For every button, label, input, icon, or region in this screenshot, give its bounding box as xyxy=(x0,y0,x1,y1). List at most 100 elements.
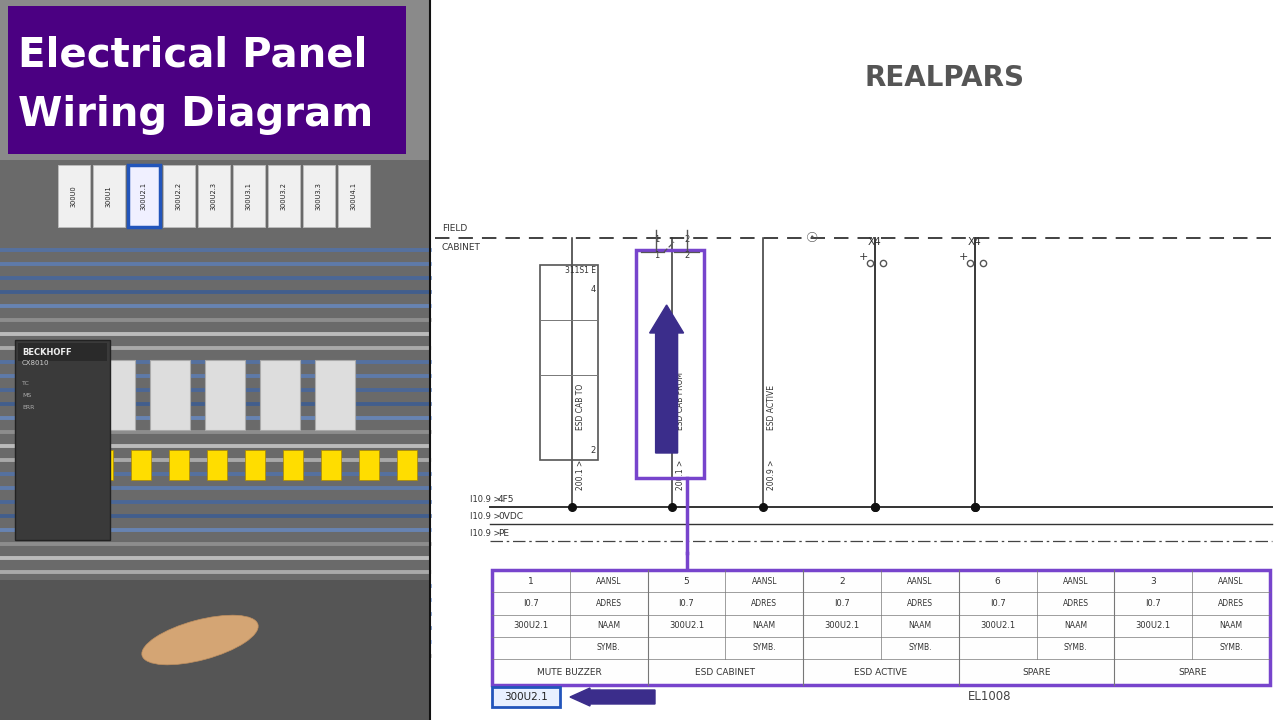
Bar xyxy=(163,165,195,227)
Text: FIELD: FIELD xyxy=(442,224,467,233)
Bar xyxy=(358,450,379,480)
Text: I10.9 >: I10.9 > xyxy=(470,512,500,521)
Bar xyxy=(283,450,303,480)
Ellipse shape xyxy=(142,615,259,665)
Text: ESD ACTIVE: ESD ACTIVE xyxy=(855,667,908,677)
Text: 5: 5 xyxy=(684,577,690,585)
Text: NAAM: NAAM xyxy=(1064,621,1087,630)
Text: CABINET: CABINET xyxy=(442,243,481,252)
Text: 1: 1 xyxy=(654,235,659,244)
Text: 2: 2 xyxy=(685,251,690,260)
Text: ☉: ☉ xyxy=(805,231,818,245)
Text: ESD CAB FROM: ESD CAB FROM xyxy=(676,372,685,430)
Text: Electrical Panel: Electrical Panel xyxy=(18,35,367,75)
Text: ADRES: ADRES xyxy=(595,599,622,608)
Text: 1: 1 xyxy=(529,577,534,585)
Bar xyxy=(636,250,704,478)
Bar xyxy=(15,340,110,540)
Text: AANSL: AANSL xyxy=(596,577,622,585)
Bar xyxy=(338,165,370,227)
Bar xyxy=(315,360,355,430)
Text: AANSL: AANSL xyxy=(1219,577,1244,585)
Text: SYMB.: SYMB. xyxy=(753,644,776,652)
Text: BECKHOFF: BECKHOFF xyxy=(22,348,72,356)
Bar xyxy=(150,360,189,430)
Text: SYMB.: SYMB. xyxy=(1064,644,1087,652)
Text: 300U1: 300U1 xyxy=(106,185,113,207)
Text: 300U3.1: 300U3.1 xyxy=(246,182,252,210)
Bar xyxy=(207,450,227,480)
Text: 200.9 >: 200.9 > xyxy=(767,459,776,490)
Bar xyxy=(430,0,1280,720)
Text: 300U2.1: 300U2.1 xyxy=(513,621,548,630)
Text: 3: 3 xyxy=(1151,577,1156,585)
Text: I10.9 >: I10.9 > xyxy=(470,529,500,538)
Text: SYMB.: SYMB. xyxy=(908,644,932,652)
Text: SPARE: SPARE xyxy=(1023,667,1051,677)
Text: 300U2.1: 300U2.1 xyxy=(980,621,1015,630)
Bar xyxy=(95,360,134,430)
Text: 300U2.3: 300U2.3 xyxy=(211,182,218,210)
Text: 2: 2 xyxy=(591,446,596,455)
Text: TC: TC xyxy=(22,380,29,385)
Text: 300U2.1: 300U2.1 xyxy=(669,621,704,630)
Text: ADRES: ADRES xyxy=(751,599,777,608)
Text: I0.7: I0.7 xyxy=(524,599,539,608)
Text: ADRES: ADRES xyxy=(1219,599,1244,608)
Text: NAAM: NAAM xyxy=(753,621,776,630)
Bar xyxy=(303,165,335,227)
Bar xyxy=(233,165,265,227)
Text: AANSL: AANSL xyxy=(908,577,933,585)
Text: X4: X4 xyxy=(868,237,882,247)
Text: 300U3.2: 300U3.2 xyxy=(282,182,287,210)
Text: NAAM: NAAM xyxy=(909,621,932,630)
Bar xyxy=(0,160,430,720)
Bar xyxy=(40,360,81,430)
Text: +: + xyxy=(859,252,868,262)
Text: ERR: ERR xyxy=(22,405,35,410)
Text: 300U0: 300U0 xyxy=(70,185,77,207)
Bar xyxy=(205,360,244,430)
Text: NAAM: NAAM xyxy=(1220,621,1243,630)
Text: ADRES: ADRES xyxy=(908,599,933,608)
Text: PE: PE xyxy=(498,529,509,538)
Text: 4F5: 4F5 xyxy=(498,495,515,504)
Text: I0.7: I0.7 xyxy=(835,599,850,608)
Text: 300U4.1: 300U4.1 xyxy=(351,182,357,210)
Bar xyxy=(128,165,160,227)
Bar xyxy=(58,165,90,227)
Text: 300U2.1: 300U2.1 xyxy=(504,692,548,702)
Text: Wiring Diagram: Wiring Diagram xyxy=(18,95,374,135)
Bar xyxy=(131,450,151,480)
Text: ESD ACTIVE: ESD ACTIVE xyxy=(767,385,776,430)
Text: 300U2.1: 300U2.1 xyxy=(1135,621,1171,630)
Bar xyxy=(397,450,417,480)
Bar xyxy=(492,687,561,707)
Text: 300U3.3: 300U3.3 xyxy=(316,182,323,210)
Text: 0VDC: 0VDC xyxy=(498,512,524,521)
Text: +: + xyxy=(959,252,968,262)
Text: 311S1 E: 311S1 E xyxy=(564,266,596,275)
Text: 300U2.1: 300U2.1 xyxy=(824,621,860,630)
Text: ESD CAB TO: ESD CAB TO xyxy=(576,384,585,430)
Text: SYMB.: SYMB. xyxy=(596,644,621,652)
FancyArrow shape xyxy=(570,688,655,706)
Text: AANSL: AANSL xyxy=(751,577,777,585)
FancyArrow shape xyxy=(649,305,684,453)
Bar xyxy=(260,360,300,430)
Bar xyxy=(18,343,108,361)
Bar xyxy=(0,0,430,720)
Text: MS: MS xyxy=(22,392,31,397)
Text: AANSL: AANSL xyxy=(1062,577,1088,585)
Bar xyxy=(0,580,430,720)
Text: ADRES: ADRES xyxy=(1062,599,1088,608)
Bar xyxy=(244,450,265,480)
Bar xyxy=(93,450,113,480)
Text: X4: X4 xyxy=(968,237,982,247)
Text: SYMB.: SYMB. xyxy=(1220,644,1243,652)
Text: SPARE: SPARE xyxy=(1178,667,1207,677)
Bar xyxy=(8,6,406,154)
Text: CX8010: CX8010 xyxy=(22,360,50,366)
Text: I0.7: I0.7 xyxy=(678,599,694,608)
Text: 2: 2 xyxy=(685,235,690,244)
